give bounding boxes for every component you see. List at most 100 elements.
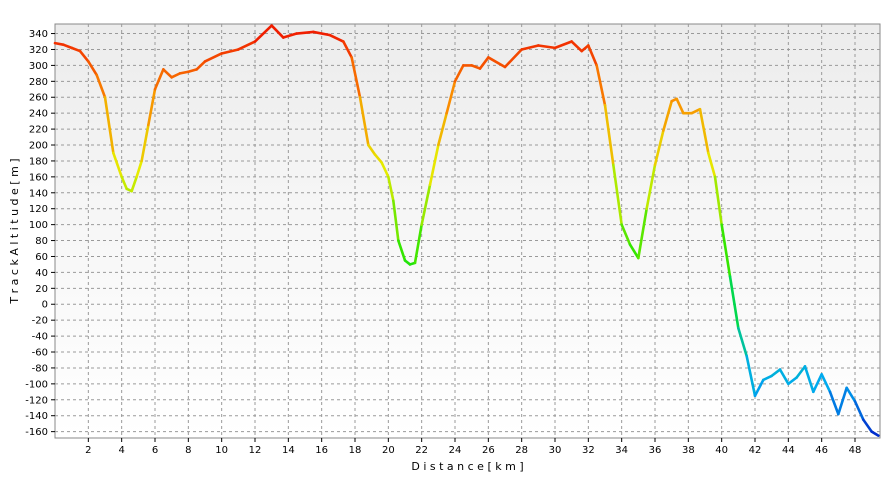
series-segment xyxy=(392,199,400,242)
series-segment xyxy=(253,24,273,43)
y-tick-label: 80 xyxy=(35,236,48,247)
y-tick-label: 180 xyxy=(29,156,48,167)
series-segment xyxy=(445,80,457,115)
x-tick-label: 30 xyxy=(549,445,562,456)
series-segment xyxy=(270,24,285,39)
x-tick-label: 8 xyxy=(185,445,191,456)
x-tick-label: 6 xyxy=(152,445,158,456)
series-segment xyxy=(312,30,332,37)
series-segment xyxy=(103,95,115,155)
series-segment xyxy=(87,60,98,77)
x-tick-label: 20 xyxy=(382,445,395,456)
y-tick-label: 260 xyxy=(29,93,48,104)
series-segment xyxy=(537,44,557,50)
series-segment xyxy=(803,365,815,394)
series-segment xyxy=(62,43,73,50)
y-tick-label: -20 xyxy=(32,316,48,327)
x-tick-label: 38 xyxy=(682,445,695,456)
series-segment xyxy=(762,374,773,382)
series-segment xyxy=(745,354,757,398)
plot-area xyxy=(54,23,881,439)
y-tick-label: 300 xyxy=(29,61,48,72)
x-tick-label: 28 xyxy=(515,445,528,456)
series-segment xyxy=(358,95,370,147)
series-segment xyxy=(147,87,157,127)
y-tick-label: -140 xyxy=(25,411,48,422)
series-segment xyxy=(70,46,82,53)
y-axis-label: T r a c k A l t i t u d e [ m ] xyxy=(8,158,21,304)
series-segment xyxy=(503,48,523,69)
x-tick-label: 14 xyxy=(282,445,295,456)
series-segment xyxy=(350,56,362,99)
series-segment xyxy=(112,151,123,179)
y-tick-label: -120 xyxy=(25,395,48,406)
series-segment xyxy=(453,64,465,83)
y-tick-label: -40 xyxy=(32,332,48,343)
series-segment xyxy=(753,378,765,398)
x-tick-label: 40 xyxy=(715,445,728,456)
series-segment xyxy=(580,44,590,53)
series-segment xyxy=(487,56,507,69)
y-tick-label: 40 xyxy=(35,268,48,279)
series-segment xyxy=(387,175,395,203)
y-tick-label: -160 xyxy=(25,427,48,438)
x-tick-label: 12 xyxy=(249,445,262,456)
x-tick-label: 26 xyxy=(482,445,495,456)
series-segment xyxy=(728,275,740,330)
series-segment xyxy=(553,40,573,50)
series-segment xyxy=(837,386,848,416)
series-segment xyxy=(120,175,128,191)
x-tick-label: 2 xyxy=(85,445,91,456)
series-segment xyxy=(637,207,648,260)
y-tick-label: 140 xyxy=(29,188,48,199)
series-segment xyxy=(413,223,423,265)
series-segment xyxy=(328,33,345,43)
series-segment xyxy=(437,111,448,147)
series-segment xyxy=(820,373,832,394)
series-segment xyxy=(720,223,732,278)
x-tick-label: 42 xyxy=(749,445,762,456)
y-tick-label: 200 xyxy=(29,141,48,152)
series-segment xyxy=(373,153,383,164)
series-segment xyxy=(770,368,782,378)
x-tick-label: 46 xyxy=(815,445,828,456)
series-segment xyxy=(570,40,583,53)
y-tick-label: -100 xyxy=(25,379,48,390)
series-segment xyxy=(645,163,657,211)
series-segment xyxy=(620,223,632,246)
x-tick-label: 18 xyxy=(349,445,362,456)
series-segment xyxy=(870,430,880,437)
series-segment xyxy=(653,129,665,167)
y-tick-label: 240 xyxy=(29,109,48,120)
series-segment xyxy=(628,243,640,260)
series-segment xyxy=(367,143,377,156)
x-tick-label: 48 xyxy=(849,445,862,456)
series-segment xyxy=(595,64,607,107)
series-segment xyxy=(470,64,482,70)
series-segment xyxy=(53,41,65,47)
y-tick-label: 320 xyxy=(29,45,48,56)
y-tick-label: 100 xyxy=(29,220,48,231)
series-segment xyxy=(187,68,198,74)
series-segment xyxy=(662,99,673,132)
series-segment xyxy=(845,386,857,403)
x-tick-label: 16 xyxy=(315,445,328,456)
y-tick-label: -80 xyxy=(32,363,48,374)
series-segment xyxy=(853,400,865,421)
series-segment xyxy=(698,107,710,155)
series-segment xyxy=(675,97,685,115)
series-segment xyxy=(420,183,432,226)
series-segment xyxy=(342,40,353,59)
series-segment xyxy=(282,32,298,39)
x-tick-label: 24 xyxy=(449,445,462,456)
series-segment xyxy=(587,44,598,67)
series-segment xyxy=(130,175,138,193)
y-tick-label: 340 xyxy=(29,29,48,40)
series-segment xyxy=(778,368,790,386)
series-segment xyxy=(397,239,407,262)
x-tick-label: 32 xyxy=(582,445,595,456)
series-segment xyxy=(178,70,190,75)
series-segment xyxy=(828,390,840,416)
x-tick-label: 44 xyxy=(782,445,795,456)
